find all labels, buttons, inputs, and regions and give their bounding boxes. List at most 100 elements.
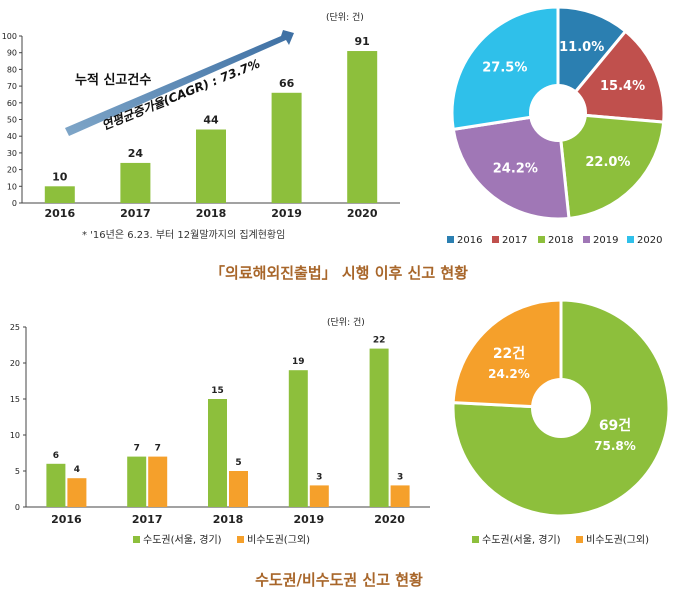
chart3-bar-value: 5: [235, 458, 241, 468]
pie2-legend-swatch-noncapital: [576, 536, 583, 543]
legend-label-capital: 수도권(서울, 경기): [143, 533, 222, 546]
pie1-value-label: 11.0%: [559, 40, 604, 55]
chart1-y-tick-label: 90: [7, 49, 17, 58]
chart3-y-tick-label: 25: [10, 323, 20, 332]
chart3-bar-capital: [208, 399, 227, 507]
chart3-y-tick-label: 15: [10, 395, 20, 404]
pie2-legend-label-noncapital: 비수도권(그외): [586, 534, 649, 546]
legend-label-2017: 2017: [502, 235, 527, 246]
legend-label-2018: 2018: [548, 235, 573, 246]
chart3-bar-capital: [369, 348, 389, 507]
pie2-count-label: 22건: [493, 345, 525, 362]
legend-swatch-capital: [133, 536, 140, 543]
pie1-slice: [556, 111, 666, 221]
chart1-y-tick-label: 50: [7, 116, 17, 125]
chart3-x-tick-label: 2016: [51, 513, 82, 526]
pie1-slice: [451, 111, 571, 221]
chart3-bar-value: 4: [74, 465, 80, 475]
chart3-x-tick-label: 2019: [293, 513, 324, 526]
pie2-value-label: 75.8%: [594, 439, 636, 453]
pie2-value-label: 24.2%: [488, 367, 530, 381]
chart1-x-tick-label: 2016: [44, 207, 75, 220]
chart1-bar: [271, 92, 302, 203]
chart4-legend: 수도권(서울, 경기) 비수도권(그외): [472, 533, 649, 546]
pie1-value-label: 27.5%: [482, 60, 527, 75]
chart3-bar-value: 7: [155, 444, 161, 454]
chart3: (단위: 건) 수도권(서울, 경기) 비수도권(그외): [133, 317, 365, 546]
chart3-bar-capital: [46, 463, 66, 507]
chart2-legend: 2016 2017 2018 2019 2020: [447, 235, 662, 246]
legend-label-2016: 2016: [457, 235, 482, 246]
pie1-value-label: 22.0%: [585, 155, 630, 170]
chart1-footnote: * '16년은 6.23. 부터 12월말까지의 집계현황임: [82, 228, 285, 241]
chart1-x-tick-label: 2020: [347, 207, 378, 220]
pie2-legend-label-capital: 수도권(서울, 경기): [482, 533, 561, 546]
chart3-bar-value: 19: [292, 357, 305, 367]
chart3-bar-value: 15: [211, 386, 224, 396]
chart3-x-tick-label: 2020: [374, 513, 405, 526]
chart1-x-tick-label: 2018: [196, 207, 227, 220]
pie1-value-label: 24.2%: [493, 161, 538, 176]
growth-arrow: [65, 30, 294, 136]
chart3-unit-label: (단위: 건): [327, 317, 365, 328]
chart1-y-tick-label: 10: [7, 182, 17, 191]
chart3-bar-noncapital: [229, 471, 248, 507]
legend-swatch-2016: [447, 236, 454, 243]
chart3-bar-noncapital: [309, 485, 329, 507]
legend-swatch-2018: [538, 236, 545, 243]
chart3-bar-noncapital: [148, 456, 168, 507]
chart1-arrow-label: 연평균증가율(CAGR) : 73.7%: [100, 56, 262, 132]
chart3-bar-value: 22: [373, 336, 386, 346]
chart1-annotation: 누적 신고건수: [75, 72, 151, 88]
chart1-unit-label: (단위: 건): [326, 12, 364, 23]
chart1-y-tick-label: 20: [7, 166, 17, 175]
pie2-legend-swatch-capital: [472, 536, 479, 543]
legend-swatch-2019: [583, 236, 590, 243]
chart3-bar-capital: [127, 456, 147, 507]
chart1-bar: [120, 162, 151, 203]
chart1-bar: [347, 51, 378, 203]
legend-swatch-2020: [627, 236, 634, 243]
pie2-hole: [531, 378, 591, 438]
chart3-y-tick-label: 20: [10, 359, 20, 368]
chart1-x-tick-label: 2019: [271, 207, 302, 220]
chart1-y-tick-label: 40: [7, 132, 17, 141]
pie1-hole: [529, 84, 587, 142]
chart1-y-tick-label: 60: [7, 99, 17, 108]
pie1-slice: [555, 29, 666, 124]
legend-label-2020: 2020: [637, 235, 662, 246]
chart3-y-tick-label: 0: [15, 503, 20, 512]
legend-label-noncapital: 비수도권(그외): [247, 534, 310, 546]
chart1-x-tick-label: 2017: [120, 207, 151, 220]
pie1-value-label: 15.4%: [600, 79, 645, 94]
chart3-x-tick-label: 2018: [213, 513, 244, 526]
legend-swatch-noncapital: [237, 536, 244, 543]
chart1-y-tick-label: 100: [2, 32, 17, 41]
chart3-bar-value: 3: [397, 472, 403, 482]
chart1-bar-value: 10: [52, 170, 68, 183]
chart1-y-tick-label: 0: [12, 199, 17, 208]
chart1-bar-value: 91: [355, 35, 370, 48]
chart1-bar-value: 24: [128, 147, 144, 160]
chart1-bar-value: 44: [203, 114, 219, 127]
section-title-bottom: 수도권/비수도권 신고 현황: [255, 571, 423, 589]
chart1-bar: [44, 186, 75, 203]
chart1-y-tick-label: 70: [7, 82, 17, 91]
chart1-y-tick-label: 30: [7, 149, 17, 158]
chart3-x-tick-label: 2017: [132, 513, 163, 526]
pie1-slice: [450, 5, 560, 132]
chart3-bar-value: 7: [134, 444, 140, 454]
legend-label-2019: 2019: [593, 235, 618, 246]
chart3-bar-noncapital: [67, 478, 87, 507]
section-title-top: 「의료해외진출법」 시행 이후 신고 현황: [210, 264, 468, 282]
pie2-count-label: 69건: [599, 417, 631, 434]
chart3-bar-capital: [288, 370, 308, 507]
legend-swatch-2017: [492, 236, 499, 243]
chart1-y-tick-label: 80: [7, 65, 17, 74]
chart1-bar: [196, 129, 226, 203]
chart1-bar-value: 66: [279, 77, 295, 90]
chart3-bar-noncapital: [390, 485, 410, 507]
pie2-slice: [451, 298, 563, 410]
chart3-y-tick-label: 5: [15, 467, 20, 476]
